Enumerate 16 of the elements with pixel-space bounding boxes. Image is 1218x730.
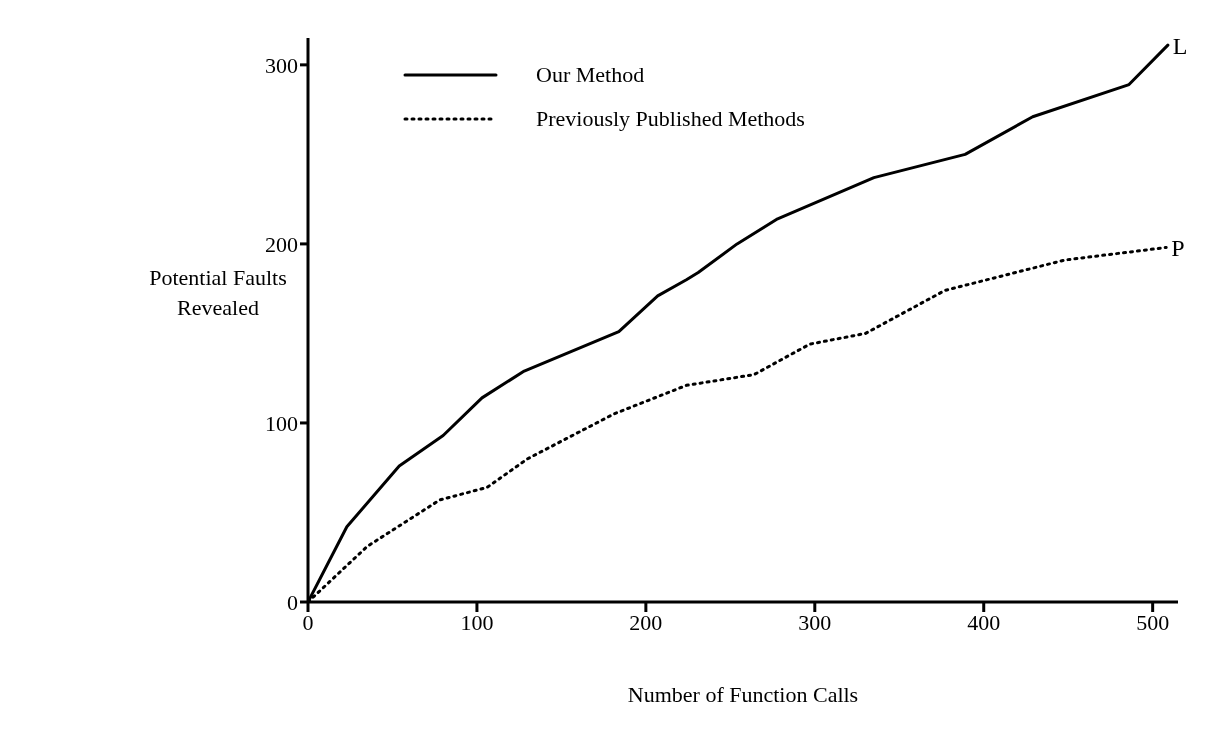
legend-label: Previously Published Methods	[536, 106, 805, 132]
y-axis-title: Potential Faults Revealed	[148, 264, 288, 322]
x-tick-label: 0	[302, 609, 314, 635]
y-tick-label: 300	[265, 52, 298, 78]
annotation: L	[1172, 32, 1188, 59]
y-tick-label: 100	[265, 410, 298, 436]
x-tick-label: 300	[798, 609, 832, 635]
annotation: P	[1171, 235, 1185, 262]
x-tick-label: 500	[1136, 609, 1170, 635]
y-tick-label: 0	[287, 589, 298, 615]
x-tick-label: 100	[460, 609, 494, 635]
y-tick-label: 200	[265, 231, 298, 257]
legend-label: Our Method	[536, 62, 645, 88]
x-tick-label: 400	[967, 609, 1001, 635]
x-tick-label: 200	[629, 609, 663, 635]
x-axis-title: Number of Function Calls	[627, 682, 859, 707]
